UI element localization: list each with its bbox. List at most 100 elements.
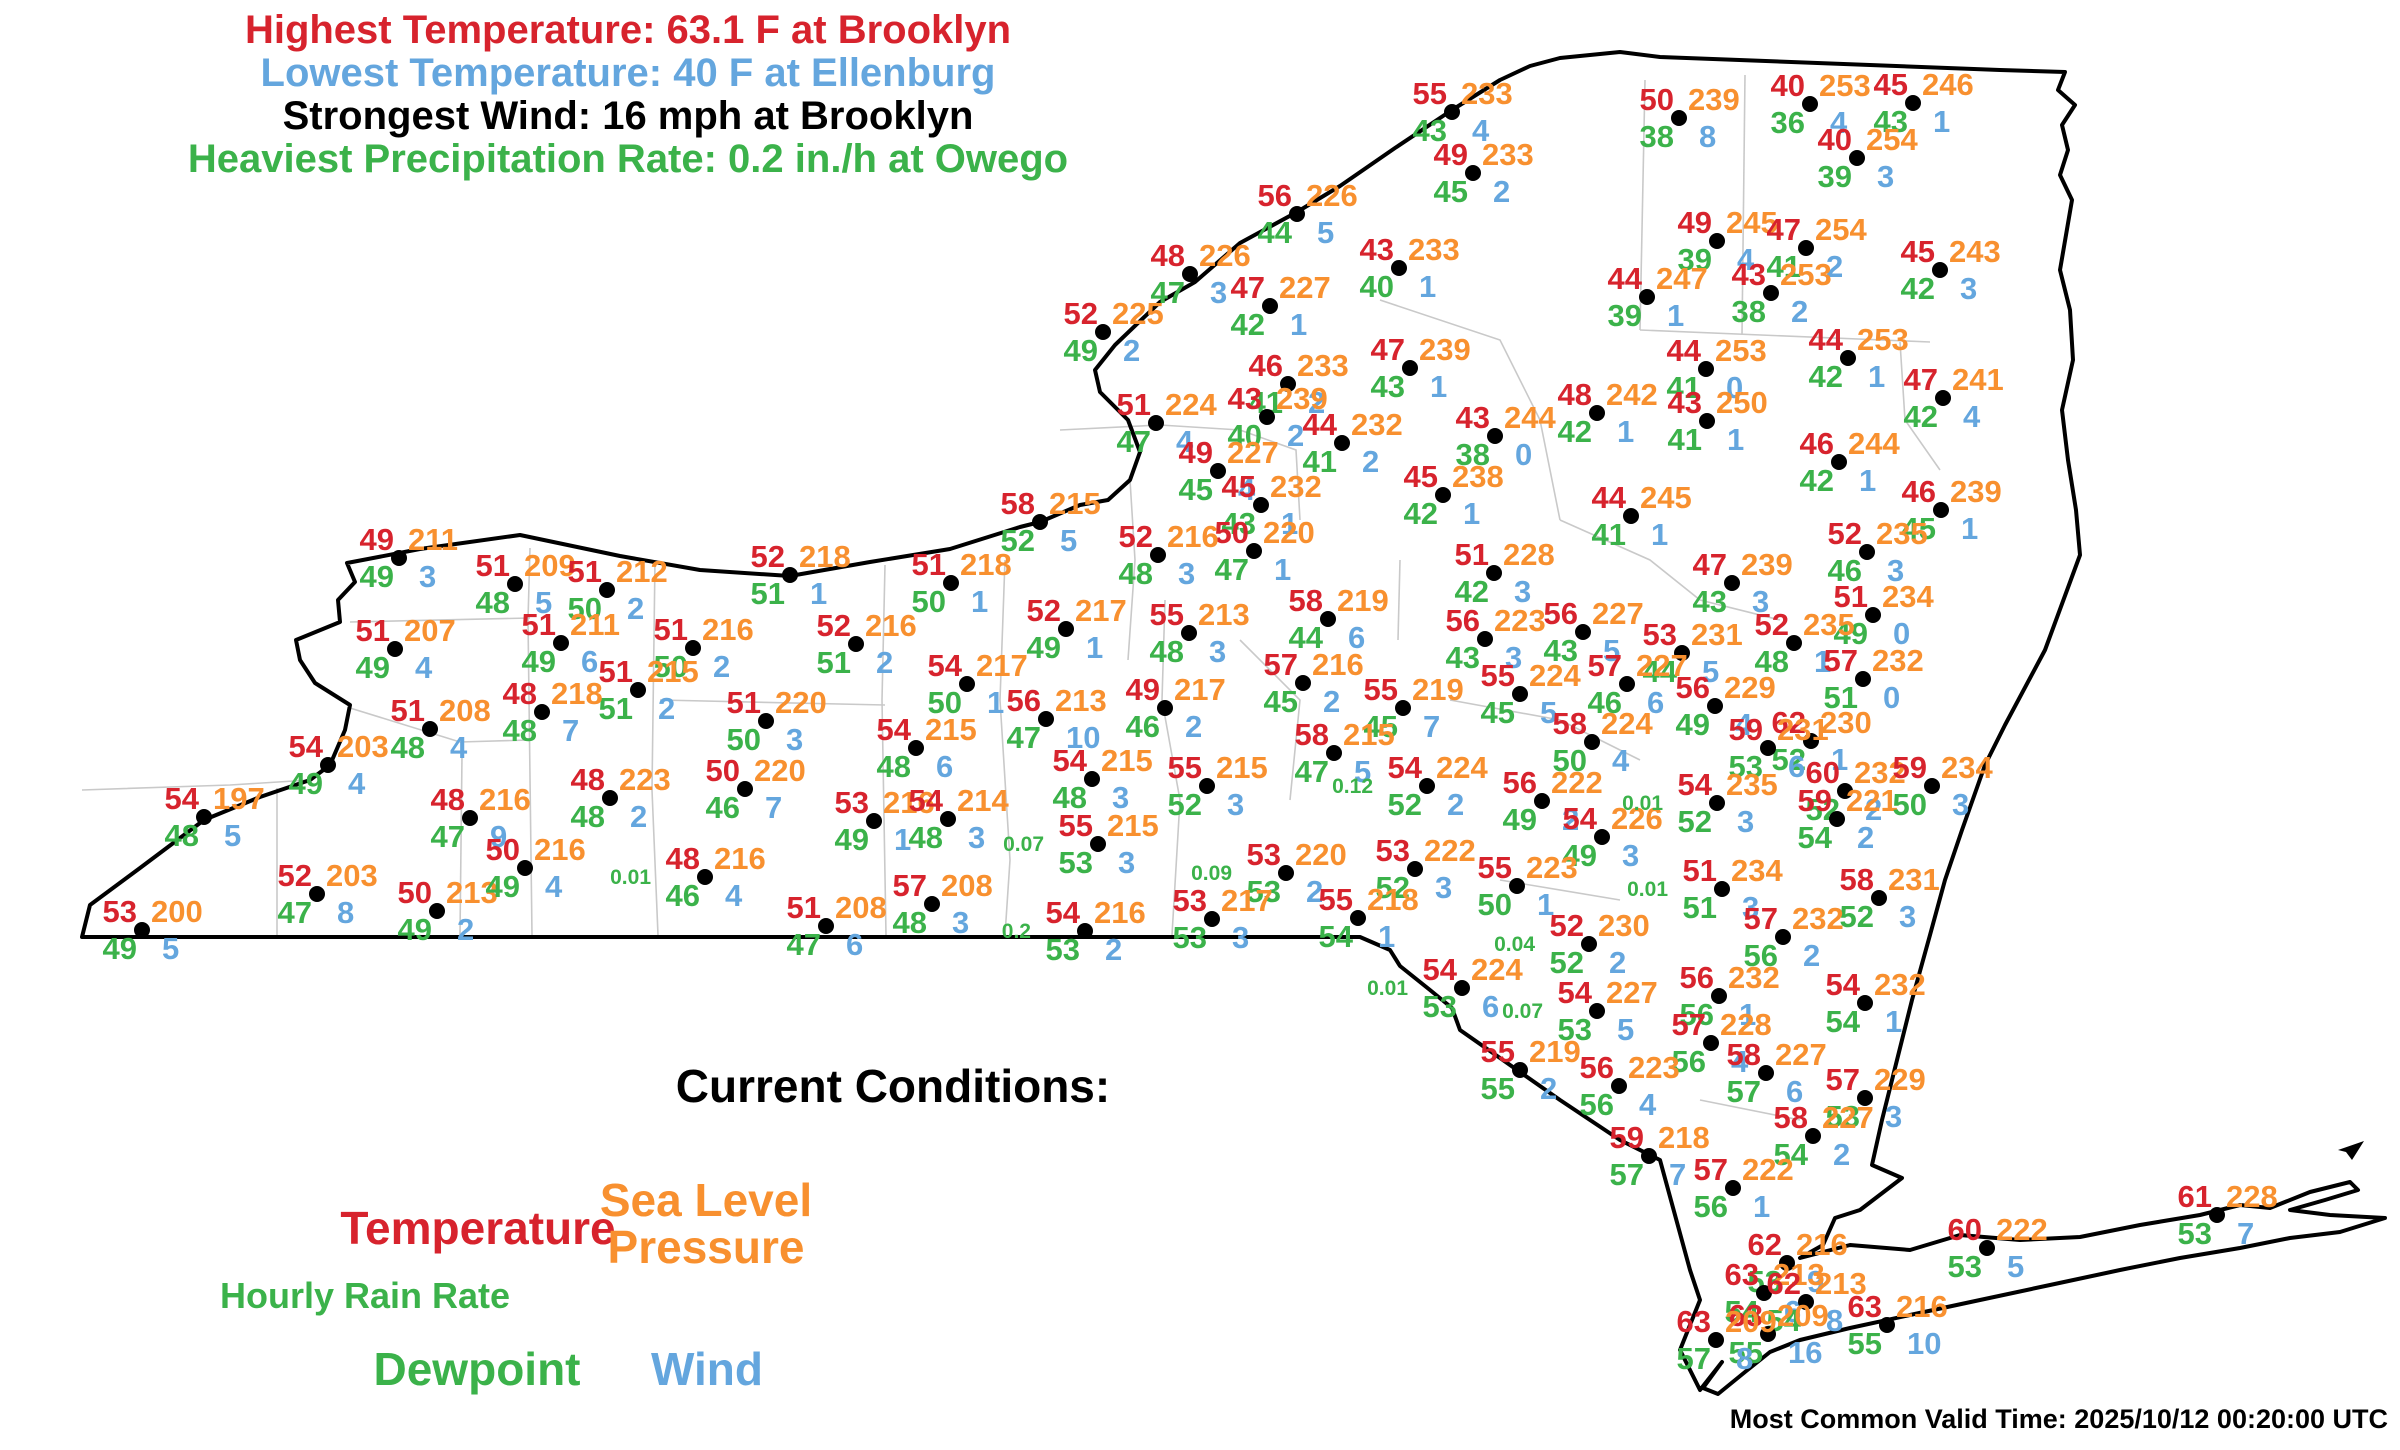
temperature-value: 56 — [1502, 765, 1537, 800]
dewpoint-value: 49 — [102, 931, 137, 966]
station-dot-icon — [534, 704, 550, 720]
pressure-value: 232 — [1270, 469, 1322, 504]
temperature-value: 48 — [430, 782, 465, 817]
station-dot-icon — [908, 740, 924, 756]
station-dot-icon — [391, 550, 407, 566]
temperature-value: 50 — [1639, 82, 1674, 117]
wind-value: 3 — [1742, 890, 1760, 925]
wind-value: 3 — [1885, 1099, 1903, 1134]
station-dot-icon — [1181, 625, 1197, 641]
temperature-value: 56 — [1257, 178, 1292, 213]
temperature-value: 58 — [1000, 486, 1035, 521]
rain-rate-value: 0.12 — [1332, 775, 1373, 798]
station-dot-icon — [1326, 745, 1342, 761]
temperature-value: 56 — [1543, 596, 1578, 631]
wind-value: 3 — [1622, 838, 1640, 873]
dewpoint-value: 43 — [1445, 640, 1480, 675]
dewpoint-value: 43 — [1221, 506, 1256, 541]
wind-value: 3 — [1435, 870, 1453, 905]
wind-value: 1 — [1419, 269, 1437, 304]
station-dot-icon — [196, 809, 212, 825]
wind-value: 8 — [1826, 1303, 1844, 1338]
dewpoint-value: 44 — [1642, 654, 1677, 689]
wind-value: 1 — [1537, 887, 1555, 922]
wind-value: 2 — [630, 799, 648, 834]
dewpoint-value: 51 — [750, 576, 785, 611]
station-dot-icon — [1512, 686, 1528, 702]
station-dot-icon — [599, 582, 615, 598]
dewpoint-value: 48 — [164, 818, 199, 853]
dewpoint-value: 51 — [598, 691, 633, 726]
temperature-value: 62 — [1771, 705, 1806, 740]
pressure-value: 221 — [1846, 783, 1898, 818]
wind-value: 1 — [810, 576, 828, 611]
temperature-value: 52 — [750, 539, 785, 574]
temperature-value: 58 — [1552, 706, 1587, 741]
temperature-value: 57 — [1823, 643, 1858, 678]
station-dot-icon — [1512, 1062, 1528, 1078]
legend-pressure-line2: Pressure — [607, 1221, 805, 1273]
dewpoint-value: 42 — [1557, 414, 1592, 449]
station-dot-icon — [1594, 829, 1610, 845]
pressure-value: 253 — [1780, 257, 1832, 292]
temperature-value: 50 — [485, 832, 520, 867]
temperature-value: 48 — [665, 841, 700, 876]
station-dot-icon — [1575, 624, 1591, 640]
temperature-value: 57 — [892, 868, 927, 903]
pressure-value: 216 — [479, 782, 531, 817]
station-dot-icon — [940, 811, 956, 827]
temperature-value: 58 — [1773, 1100, 1808, 1135]
wind-value: 3 — [1232, 920, 1250, 955]
pressure-value: 220 — [754, 753, 806, 788]
pressure-value: 227 — [1606, 975, 1658, 1010]
temperature-value: 43 — [1359, 232, 1394, 267]
station-dot-icon — [1803, 733, 1819, 749]
temperature-value: 54 — [927, 648, 962, 683]
station-dot-icon — [1775, 929, 1791, 945]
dewpoint-value: 56 — [1679, 997, 1714, 1032]
dewpoint-value: 43 — [1412, 113, 1447, 148]
station-dot-icon — [630, 682, 646, 698]
temperature-value: 45 — [1873, 67, 1908, 102]
wind-value: 3 — [1505, 640, 1523, 675]
station-dot-icon — [1058, 621, 1074, 637]
temperature-value: 45 — [1403, 459, 1438, 494]
dewpoint-value: 45 — [1901, 511, 1936, 546]
station-dot-icon — [1334, 435, 1350, 451]
wind-value: 1 — [1667, 298, 1685, 333]
wind-value: 5 — [224, 818, 242, 853]
wind-value: 2 — [1123, 333, 1141, 368]
wind-value: 1 — [1378, 919, 1396, 954]
station-dot-icon — [1038, 711, 1054, 727]
wind-value: 4 — [1176, 424, 1194, 459]
legend-temperature-label: Temperature — [340, 1202, 616, 1254]
dewpoint-value: 46 — [705, 790, 740, 825]
station-dot-icon — [697, 869, 713, 885]
station-dot-icon — [1619, 676, 1635, 692]
station-dot-icon — [1855, 671, 1871, 687]
temperature-value: 53 — [1642, 617, 1677, 652]
temperature-value: 56 — [1006, 683, 1041, 718]
dewpoint-value: 40 — [1227, 418, 1262, 453]
pressure-value: 245 — [1726, 205, 1778, 240]
wind-value: 7 — [1423, 709, 1441, 744]
legend-rain-label: Hourly Rain Rate — [219, 1275, 511, 1316]
pressure-value: 233 — [1461, 76, 1513, 111]
temperature-value: 55 — [1149, 597, 1184, 632]
pressure-value: 218 — [799, 539, 851, 574]
dewpoint-value: 52 — [1677, 804, 1712, 839]
pressure-value: 247 — [1656, 261, 1708, 296]
state-outline — [80, 50, 2387, 1396]
legend-dewpoint-label: Dewpoint — [373, 1343, 581, 1395]
wind-value: 2 — [1791, 294, 1809, 329]
wind-value: 1 — [1651, 517, 1669, 552]
station-dot-icon — [387, 641, 403, 657]
pressure-value: 197 — [213, 781, 265, 816]
dewpoint-value: 52 — [1387, 787, 1422, 822]
temperature-value: 59 — [1609, 1120, 1644, 1155]
station-dot-icon — [1090, 836, 1106, 852]
pressure-value: 222 — [1424, 833, 1476, 868]
station-dot-icon — [1707, 698, 1723, 714]
wind-value: 2 — [1540, 1071, 1558, 1106]
wind-value: 2 — [627, 591, 645, 626]
